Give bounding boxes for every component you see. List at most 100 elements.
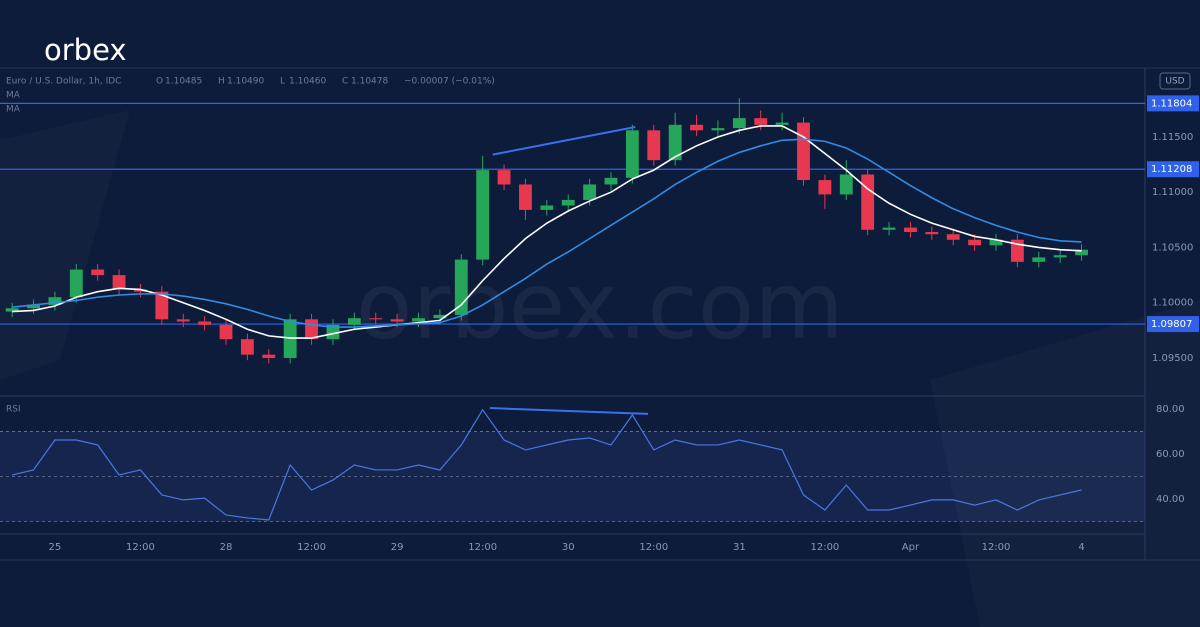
candle-body: [989, 239, 1003, 246]
candle-body: [604, 177, 618, 185]
y-tick-label: 1.10500: [1152, 242, 1193, 253]
candle-body: [240, 339, 254, 355]
legend-entry: MA: [6, 105, 21, 115]
candle-body: [5, 308, 19, 312]
ohlc-key: O: [156, 77, 163, 87]
candle-body: [390, 319, 404, 322]
currency-badge: [1159, 72, 1191, 90]
ohlc-key: C: [342, 77, 348, 87]
ohlc-value: 1.10490: [227, 77, 264, 87]
y-tick-label: 1.11500: [1152, 132, 1193, 143]
candle-body: [412, 318, 425, 322]
candle-body: [647, 130, 661, 161]
x-tick-label: 12:00: [639, 542, 668, 553]
ohlc-change: −0.00007 (−0.01%): [404, 77, 495, 87]
candle-body: [326, 324, 340, 340]
divergence-line: [492, 126, 636, 156]
moving-average: [12, 125, 1082, 339]
level-label: 1.11804: [1151, 98, 1192, 109]
y-tick-label: 80.00: [1156, 404, 1185, 415]
candle-body: [625, 130, 639, 178]
level-label: 1.11208: [1151, 164, 1192, 175]
watermark: orbex.com: [356, 252, 844, 359]
x-tick-label: 29: [391, 542, 404, 553]
x-tick-label: 30: [562, 542, 575, 553]
currency: USD: [1165, 77, 1184, 87]
candle-body: [861, 174, 875, 230]
level-label-bg: [1147, 95, 1199, 112]
candle-body: [198, 321, 212, 325]
candle-body: [369, 318, 383, 320]
symbol-title: Euro / U.S. Dollar, 1h, IDC: [6, 77, 121, 87]
candle-body: [946, 234, 960, 240]
y-tick-label: 1.09500: [1152, 353, 1193, 364]
x-tick-label: 28: [220, 542, 233, 553]
candle-body: [775, 122, 789, 125]
candle-body: [155, 291, 169, 320]
y-tick-label: 40.00: [1156, 494, 1185, 505]
candle-body: [476, 170, 490, 260]
candle-body: [305, 319, 318, 340]
y-tick-label: 1.10000: [1152, 298, 1193, 309]
candle-body: [818, 180, 832, 195]
level-label-bg: [1147, 316, 1199, 333]
candle-body: [1032, 257, 1046, 262]
ohlc-key: H: [218, 77, 225, 87]
candle-body: [925, 231, 939, 235]
candle-body: [904, 227, 917, 232]
candle-body: [219, 324, 233, 340]
candle-body: [112, 275, 126, 290]
y-tick-label: 60.00: [1156, 449, 1185, 460]
x-tick-label: 12:00: [982, 542, 1011, 553]
rsi-line: [11, 408, 1082, 521]
candle-body: [27, 304, 40, 309]
candle-body: [454, 259, 468, 315]
candle-body: [433, 314, 447, 319]
candle-body: [882, 227, 896, 230]
x-tick-label: 4: [1078, 542, 1084, 553]
candle-body: [583, 184, 597, 200]
x-tick-label: 25: [49, 542, 62, 553]
divergence-line: [489, 407, 649, 415]
candle-body: [561, 199, 575, 206]
x-tick-label: Apr: [902, 542, 920, 553]
candle-body: [968, 239, 982, 246]
candle-body: [519, 184, 532, 210]
rsi-title: RSI: [6, 405, 21, 415]
level-label: 1.09807: [1151, 319, 1192, 330]
candle-body: [797, 122, 810, 181]
candle-body: [91, 269, 105, 276]
candle-body: [48, 297, 62, 305]
candle-body: [134, 289, 147, 292]
candle-body: [839, 174, 853, 195]
x-tick-label: 12:00: [126, 542, 155, 553]
x-tick-label: 12:00: [297, 542, 326, 553]
candle-body: [668, 124, 682, 161]
x-tick-label: 31: [733, 542, 746, 553]
ohlc-key: L: [280, 77, 285, 87]
ohlc-value: 1.10478: [351, 77, 388, 87]
y-tick-label: 1.11000: [1152, 187, 1193, 198]
candle-body: [69, 269, 83, 298]
candle-body: [1053, 255, 1067, 258]
x-tick-label: 12:00: [468, 542, 497, 553]
candle-body: [690, 124, 703, 131]
level-label-bg: [1147, 161, 1199, 178]
candle-body: [262, 354, 276, 358]
candle-body: [1075, 249, 1088, 256]
candle-body: [497, 170, 511, 185]
moving-average: [12, 138, 1082, 328]
candle-body: [540, 205, 554, 210]
candle-body: [754, 118, 768, 125]
logo: orbex: [44, 33, 127, 67]
ohlc-value: 1.10460: [289, 77, 326, 87]
candle-body: [176, 319, 190, 322]
candle-body: [347, 318, 361, 325]
x-tick-label: 12:00: [810, 542, 839, 553]
candle-body: [732, 118, 746, 129]
ohlc-value: 1.10485: [165, 77, 202, 87]
header: Euro / U.S. Dollar, 1h, IDC O 1.10485 H 1.1…: [6, 77, 495, 87]
legend-entry: MA: [6, 91, 21, 101]
